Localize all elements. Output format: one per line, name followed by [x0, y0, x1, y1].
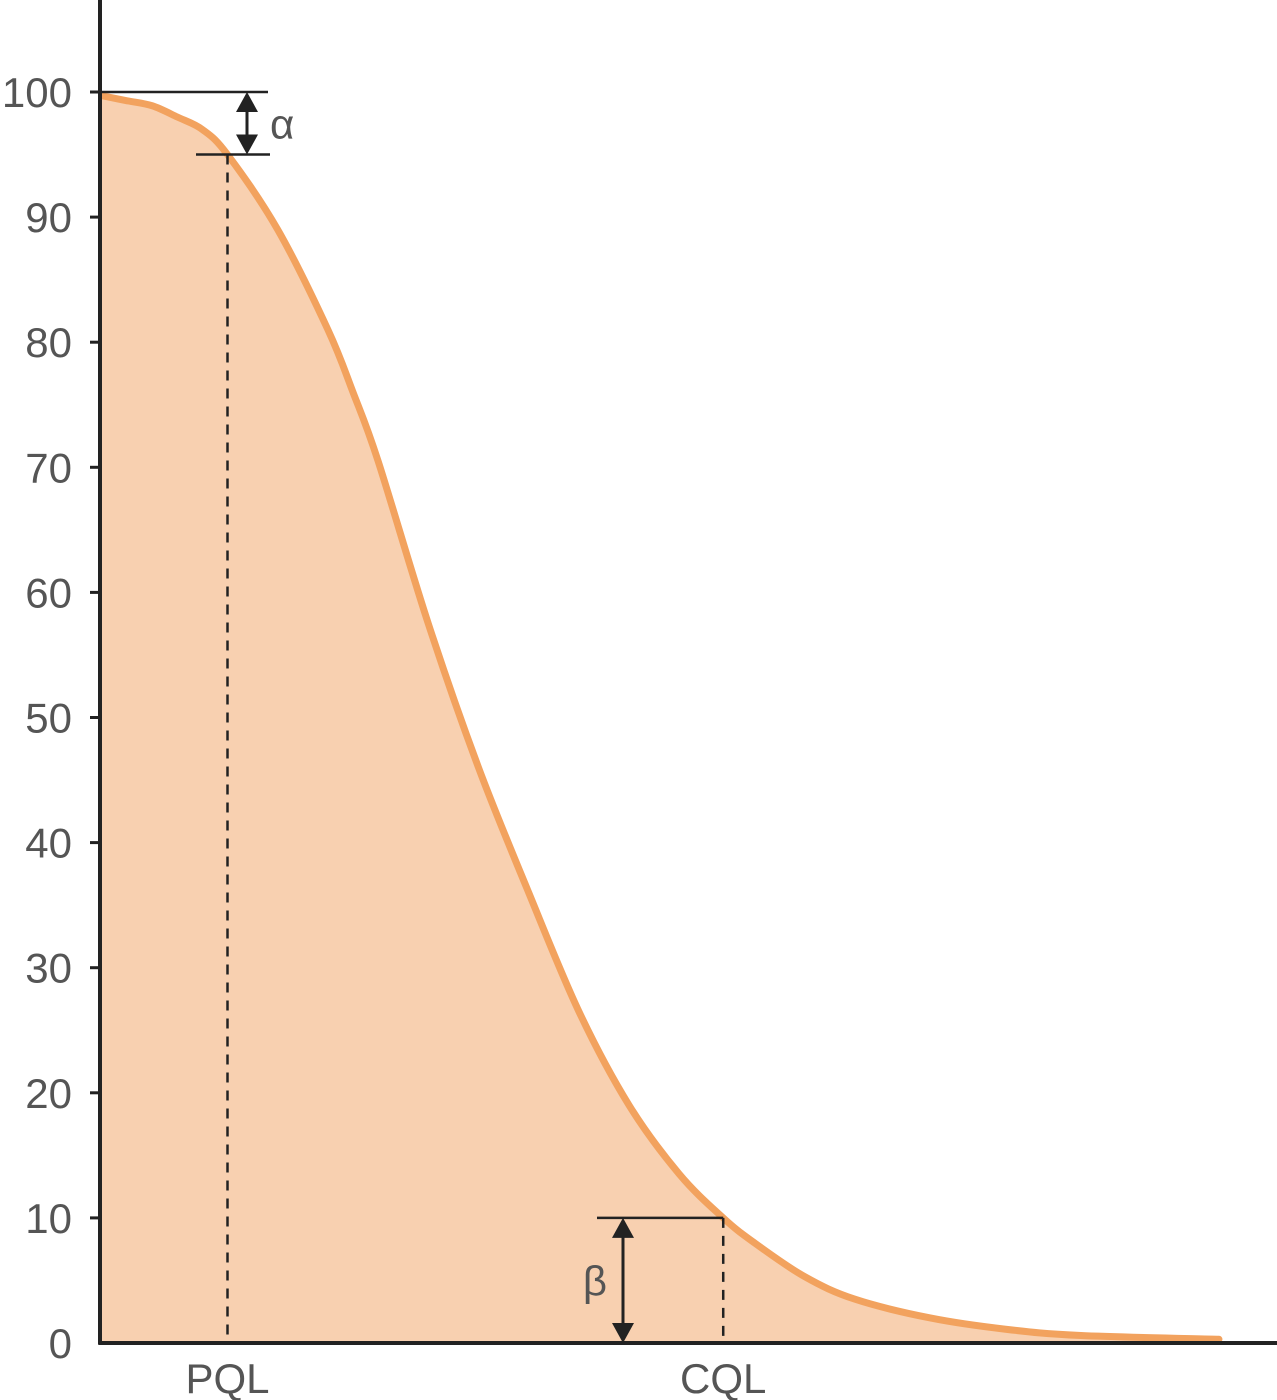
y-tick-label: 100 [2, 69, 72, 116]
y-tick-label: 10 [25, 1195, 72, 1242]
x-tick-label-cql: CQL [680, 1355, 766, 1400]
y-tick-label: 40 [25, 820, 72, 867]
y-tick-label: 30 [25, 945, 72, 992]
y-tick-label: 0 [49, 1320, 72, 1367]
y-tick-label: 80 [25, 319, 72, 366]
x-tick-label-pql: PQL [185, 1355, 269, 1400]
y-tick-label: 90 [25, 194, 72, 241]
alpha-label: α [270, 100, 294, 147]
y-tick-label: 20 [25, 1070, 72, 1117]
alpha-arrow-arrowhead-bottom [236, 134, 258, 155]
y-tick-label: 60 [25, 569, 72, 616]
beta-arrow-arrowhead-top [612, 1217, 634, 1238]
y-tick-label: 50 [25, 695, 72, 742]
series-line [98, 92, 1223, 1343]
alpha-arrow-arrowhead-top [236, 92, 258, 112]
beta-arrow-arrowhead-bottom [612, 1323, 634, 1343]
beta-label: β [583, 1257, 607, 1304]
area-fill [102, 95, 1219, 1343]
y-tick-label: 70 [25, 444, 72, 491]
